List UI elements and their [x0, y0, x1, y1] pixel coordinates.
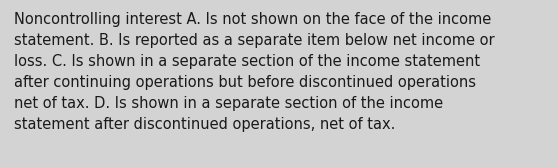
Text: Noncontrolling interest A. Is not shown on the face of the income
statement. B. : Noncontrolling interest A. Is not shown … — [14, 12, 494, 132]
